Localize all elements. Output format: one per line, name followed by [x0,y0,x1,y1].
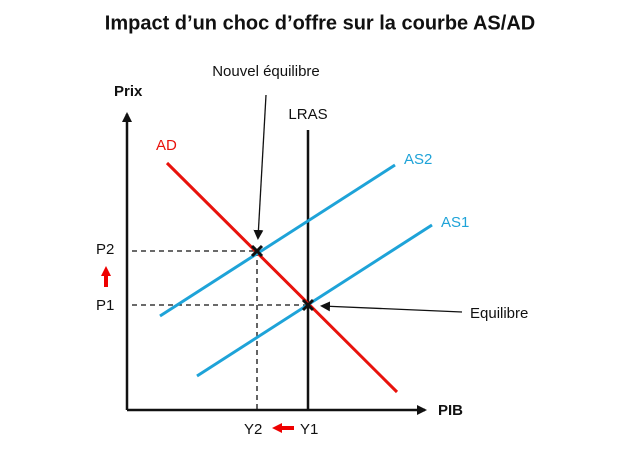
p2-label: P2 [96,241,114,258]
as1-line [196,223,433,378]
as2-label: AS2 [404,151,432,168]
new-equilibrium-arrow [253,94,267,240]
ad-line [165,161,399,394]
guides [132,250,308,410]
y-axis-label: Prix [114,83,143,100]
new-equilibrium-label: Nouvel équilibre [212,63,320,80]
as1-label: AS1 [441,214,469,231]
equilibrium-arrow [320,301,463,313]
ad-label: AD [156,137,177,154]
equilibrium-label: Equilibre [470,305,528,322]
y2-label: Y2 [244,421,262,438]
title: Impact d’un choc d’offre sur la courbe A… [105,12,535,34]
p1-label: P1 [96,297,114,314]
y1-label: Y1 [300,421,318,438]
axes [122,112,427,415]
equilibrium-markers [250,244,315,312]
as2-line [159,163,396,318]
lras-label: LRAS [288,106,327,123]
x-axis-label: PIB [438,402,463,419]
